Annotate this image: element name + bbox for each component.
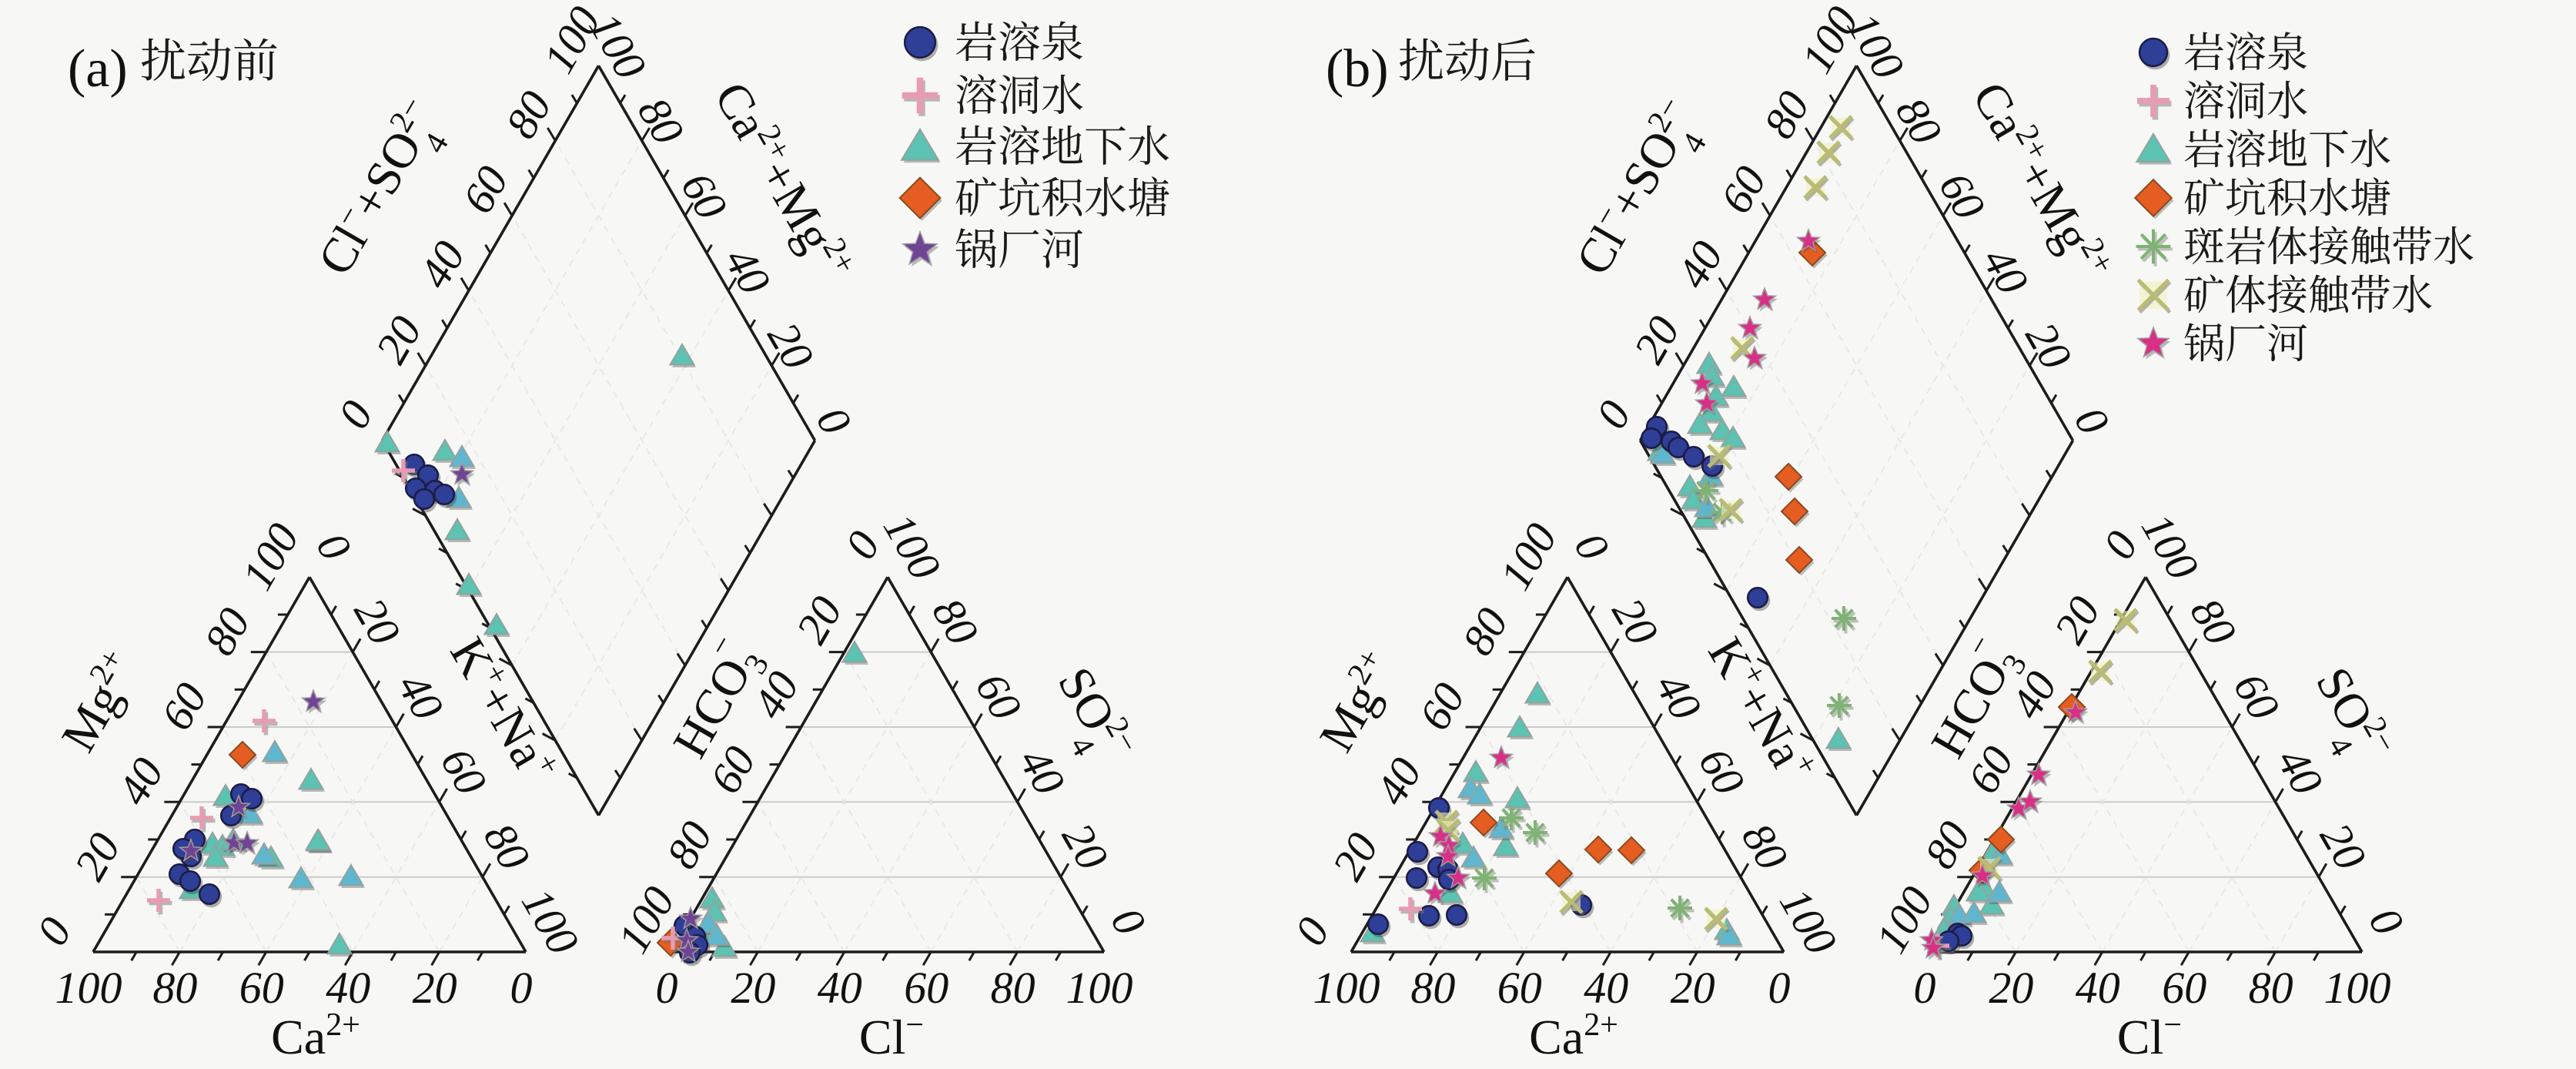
svg-text:20: 20 (1671, 963, 1715, 1013)
svg-text:80: 80 (2249, 963, 2293, 1013)
svg-text:100: 100 (2324, 963, 2391, 1013)
svg-text:40: 40 (1584, 963, 1628, 1013)
svg-text:40: 40 (818, 963, 862, 1013)
svg-text:40: 40 (2076, 963, 2120, 1013)
svg-text:(b): (b) (1326, 39, 1389, 99)
svg-text:100: 100 (1313, 963, 1380, 1013)
svg-text:100: 100 (1066, 963, 1133, 1013)
svg-text:Cl−: Cl− (859, 1007, 924, 1064)
svg-text:0: 0 (510, 963, 533, 1013)
svg-text:80: 80 (1410, 963, 1455, 1013)
svg-text:60: 60 (2162, 963, 2206, 1013)
svg-text:0: 0 (1768, 963, 1791, 1013)
svg-text:80: 80 (991, 963, 1035, 1013)
svg-text:20: 20 (1989, 963, 2033, 1013)
svg-text:100: 100 (55, 963, 122, 1013)
svg-text:20: 20 (413, 963, 457, 1013)
svg-text:0: 0 (1914, 963, 1936, 1013)
svg-text:80: 80 (152, 963, 197, 1013)
svg-text:20: 20 (731, 963, 775, 1013)
svg-text:40: 40 (326, 963, 370, 1013)
svg-text:0: 0 (656, 963, 678, 1013)
svg-text:60: 60 (1497, 963, 1542, 1013)
svg-text:(a): (a) (68, 39, 128, 99)
svg-text:60: 60 (904, 963, 948, 1013)
svg-text:Cl−: Cl− (2117, 1007, 2182, 1064)
svg-text:60: 60 (239, 963, 284, 1013)
svg-text:Ca2+: Ca2+ (1529, 1007, 1618, 1064)
svg-text:Ca2+: Ca2+ (271, 1007, 360, 1064)
